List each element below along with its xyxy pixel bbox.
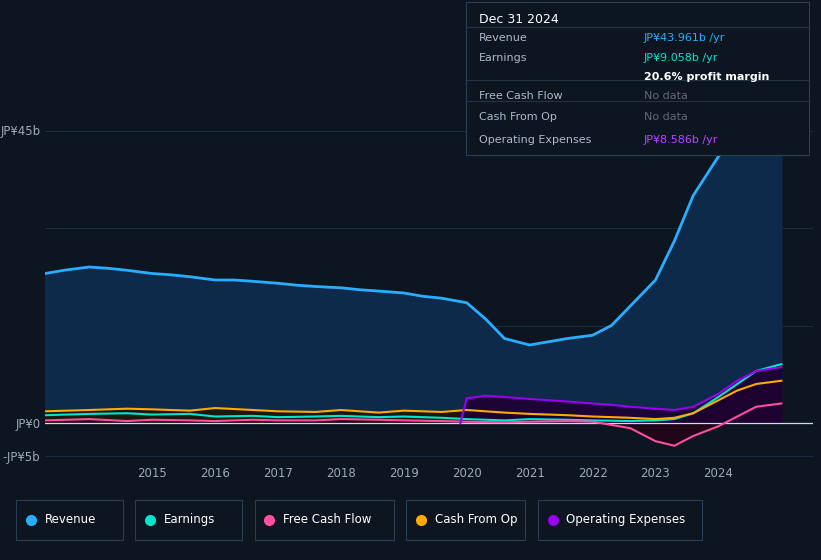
Text: Cash From Op: Cash From Op: [435, 513, 517, 526]
Text: Dec 31 2024: Dec 31 2024: [479, 13, 559, 26]
Text: Operating Expenses: Operating Expenses: [479, 135, 592, 144]
Text: JP¥9.058b /yr: JP¥9.058b /yr: [644, 53, 718, 63]
Text: No data: No data: [644, 112, 688, 122]
Text: Earnings: Earnings: [164, 513, 216, 526]
Text: Earnings: Earnings: [479, 53, 528, 63]
FancyBboxPatch shape: [406, 500, 525, 540]
FancyBboxPatch shape: [255, 500, 394, 540]
FancyBboxPatch shape: [135, 500, 242, 540]
Text: JP¥43.961b /yr: JP¥43.961b /yr: [644, 32, 725, 43]
Text: Cash From Op: Cash From Op: [479, 112, 557, 122]
Text: Free Cash Flow: Free Cash Flow: [479, 91, 563, 101]
Text: Revenue: Revenue: [45, 513, 97, 526]
Text: Operating Expenses: Operating Expenses: [566, 513, 686, 526]
Text: JP¥8.586b /yr: JP¥8.586b /yr: [644, 135, 718, 144]
FancyBboxPatch shape: [16, 500, 123, 540]
Text: Free Cash Flow: Free Cash Flow: [283, 513, 372, 526]
Text: No data: No data: [644, 91, 688, 101]
FancyBboxPatch shape: [538, 500, 702, 540]
Text: Revenue: Revenue: [479, 32, 528, 43]
Text: 20.6% profit margin: 20.6% profit margin: [644, 72, 769, 82]
